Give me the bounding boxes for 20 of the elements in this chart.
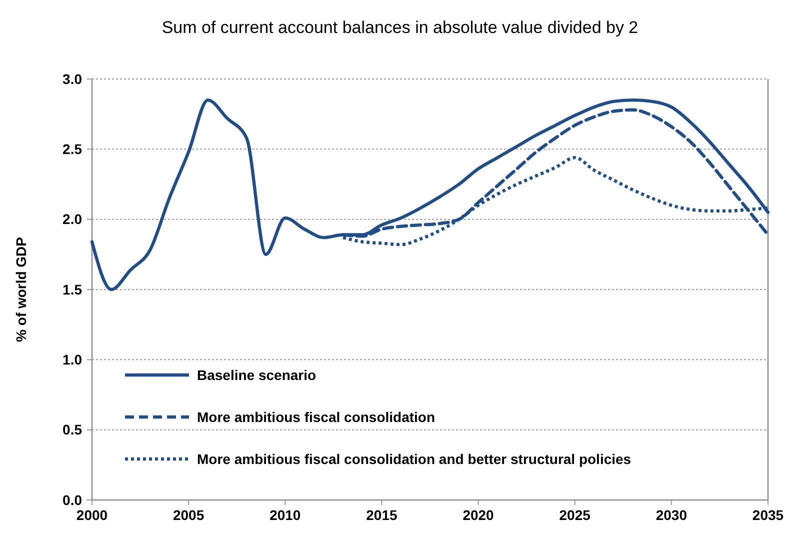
- y-tick-label: 3.0: [62, 70, 82, 87]
- chart-title: Sum of current account balances in absolute value divided by 2: [162, 18, 638, 37]
- y-tick-label: 2.5: [62, 141, 82, 158]
- x-tick-label: 2030: [656, 507, 688, 523]
- legend-label: Baseline scenario: [197, 366, 316, 383]
- y-tick-label: 0.0: [62, 492, 82, 508]
- x-tick-label: 2000: [76, 507, 108, 523]
- x-tick-label: 2015: [366, 507, 398, 523]
- y-tick-label: 2.0: [62, 211, 82, 228]
- x-tick-label: 2005: [172, 507, 204, 523]
- y-tick-label: 1.0: [62, 352, 82, 368]
- y-tick-label: 0.5: [62, 422, 82, 438]
- y-tick-label: 1.5: [62, 281, 82, 298]
- legend-label: More ambitious fiscal consolidation and better structural policies: [197, 450, 632, 467]
- legend-label: More ambitious fiscal consolidation: [197, 408, 436, 425]
- x-tick-label: 2010: [270, 507, 301, 523]
- x-tick-label: 2025: [559, 507, 591, 523]
- y-axis-title: % of world GDP: [13, 237, 29, 342]
- x-tick-label: 2035: [752, 507, 784, 523]
- x-tick-label: 2020: [462, 507, 494, 523]
